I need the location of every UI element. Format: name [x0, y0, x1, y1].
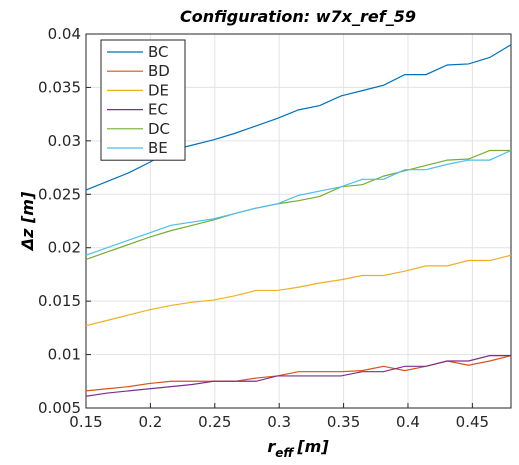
- x-tick-label: 0.2: [138, 413, 162, 431]
- x-axis-label: reff [m]: [267, 437, 329, 460]
- chart-title: Configuration: w7x_ref_59: [180, 7, 416, 26]
- legend-label: DE: [148, 81, 169, 99]
- legend-box: [100, 39, 186, 161]
- y-tick-label: 0.02: [48, 239, 81, 257]
- x-tick-label: 0.4: [396, 413, 420, 431]
- x-label-unit: [m]: [296, 437, 329, 456]
- x-tick-label: 0.35: [327, 413, 360, 431]
- y-tick-label: 0.025: [38, 185, 81, 203]
- y-tick-label: 0.015: [38, 292, 81, 310]
- x-tick-label: 0.3: [267, 413, 291, 431]
- y-tick-label: 0.04: [48, 25, 81, 43]
- x-label-sub: eff: [275, 446, 294, 460]
- x-tick-label: 0.15: [69, 413, 102, 431]
- legend-label: BC: [148, 43, 169, 61]
- y-tick-label: 0.005: [38, 399, 81, 417]
- y-axis-label: Δz [m]: [18, 191, 37, 252]
- legend-label: EC: [148, 101, 168, 119]
- series-line: [85, 149, 512, 256]
- y-tick-label: 0.035: [38, 78, 81, 96]
- plot-frame: [85, 33, 512, 409]
- legend-label: BD: [148, 62, 170, 80]
- series-line: [85, 355, 511, 397]
- legend-label: BE: [148, 139, 168, 157]
- x-tick-label: 0.45: [456, 413, 489, 431]
- y-tick-label: 0.01: [48, 346, 81, 364]
- y-tick-label: 0.03: [48, 132, 81, 150]
- legend-label: DC: [148, 120, 170, 138]
- series-line: [85, 149, 511, 261]
- x-label-base: r: [267, 437, 276, 456]
- x-tick-label: 0.25: [198, 413, 231, 431]
- series-line: [85, 254, 512, 327]
